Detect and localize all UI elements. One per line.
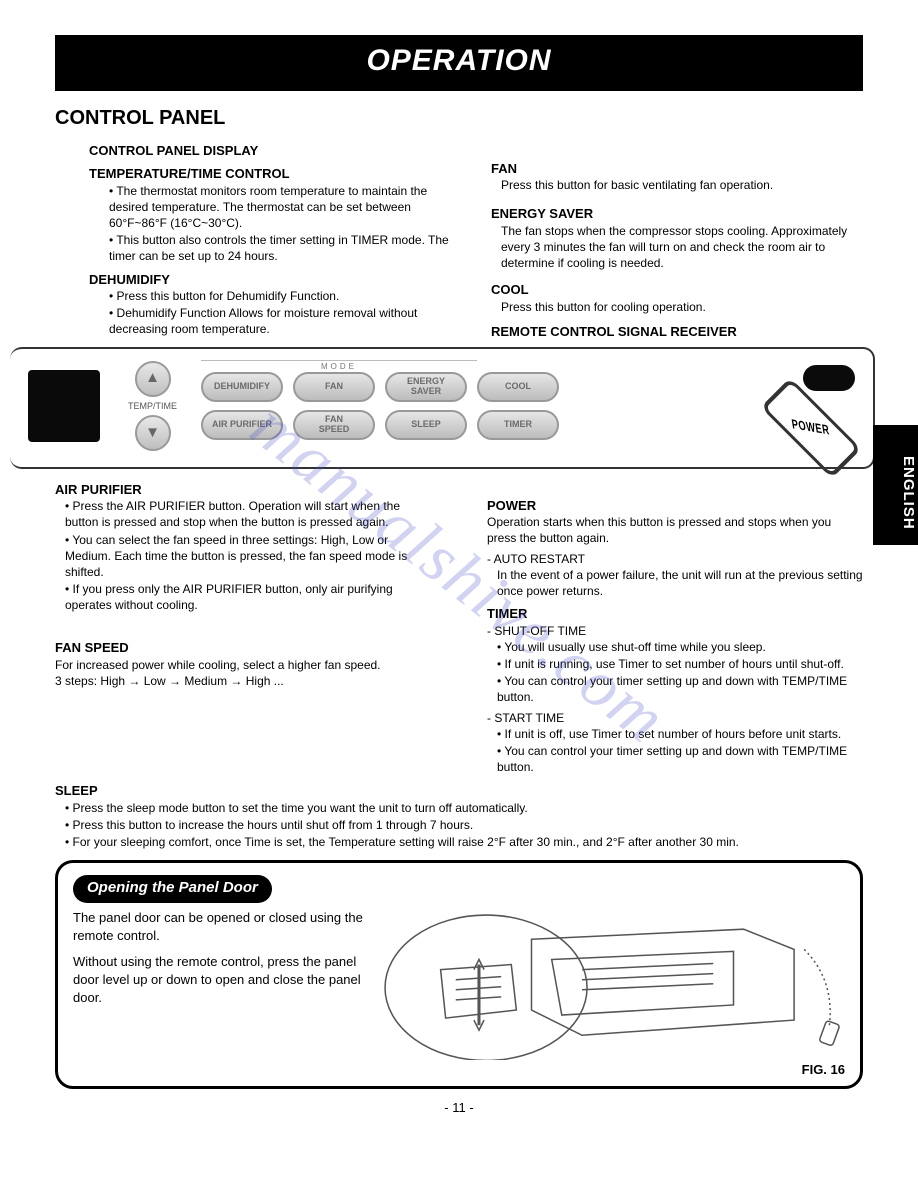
cool-button[interactable]: COOL bbox=[477, 372, 559, 402]
text-dehumidify-allows: Dehumidify Function Allows for moisture … bbox=[109, 305, 461, 337]
text-fan: Press this button for basic ventilating … bbox=[501, 177, 863, 193]
fan-speed-button[interactable]: FAN SPEED bbox=[293, 410, 375, 440]
heading-air-purifier: AIR PURIFIER bbox=[55, 481, 431, 499]
power-button[interactable]: POWER bbox=[761, 377, 862, 478]
dehumidify-button[interactable]: DEHUMIDIFY bbox=[201, 372, 283, 402]
text-cool: Press this button for cooling operation. bbox=[501, 299, 863, 315]
text-auto-restart: In the event of a power failure, the uni… bbox=[497, 567, 863, 599]
heading-remote-receiver: REMOTE CONTROL SIGNAL RECEIVER bbox=[491, 323, 863, 341]
heading-control-panel-display: CONTROL PANEL DISPLAY bbox=[89, 142, 461, 160]
air-purifier-button[interactable]: AIR PURIFIER bbox=[201, 410, 283, 440]
text-shutoff-control: You can control your timer setting up an… bbox=[497, 673, 863, 705]
text-ap-speeds: You can select the fan speed in three se… bbox=[65, 532, 431, 581]
text-door-manual: Without using the remote control, press … bbox=[73, 953, 366, 1008]
sleep-button[interactable]: SLEEP bbox=[385, 410, 467, 440]
temp-time-label: TEMP/TIME bbox=[128, 400, 177, 412]
text-energy-saver: The fan stops when the compressor stops … bbox=[501, 223, 863, 272]
page-number: - 11 - bbox=[55, 1099, 863, 1117]
panel-door-title: Opening the Panel Door bbox=[73, 875, 272, 902]
heading-energy-saver: ENERGY SAVER bbox=[491, 205, 863, 223]
heading-start-time: - START TIME bbox=[487, 710, 863, 726]
text-ap-only: If you press only the AIR PURIFIER butto… bbox=[65, 581, 431, 613]
control-panel-diagram: ▲ TEMP/TIME ▼ MODE DEHUMIDIFY FAN ENERGY… bbox=[10, 347, 875, 469]
text-sleep-comfort: For your sleeping comfort, once Time is … bbox=[65, 834, 863, 850]
panel-door-section: Opening the Panel Door The panel door ca… bbox=[55, 860, 863, 1089]
heading-fan: FAN bbox=[491, 160, 863, 178]
text-sleep-increase: Press this button to increase the hours … bbox=[65, 817, 863, 833]
text-start-control: You can control your timer setting up an… bbox=[497, 743, 863, 775]
heading-timer: TIMER bbox=[487, 605, 863, 623]
text-shutoff-sleep: You will usually use shut-off time while… bbox=[497, 639, 863, 655]
text-ttc-timer: This button also controls the timer sett… bbox=[109, 232, 461, 264]
timer-button[interactable]: TIMER bbox=[477, 410, 559, 440]
heading-dehumidify: DEHUMIDIFY bbox=[89, 271, 461, 289]
page-title-bar: OPERATION bbox=[55, 35, 863, 91]
text-door-remote: The panel door can be opened or closed u… bbox=[73, 909, 366, 945]
section-title: CONTROL PANEL bbox=[55, 105, 863, 132]
energy-saver-button[interactable]: ENERGY SAVER bbox=[385, 372, 467, 402]
unit-sketch-icon bbox=[380, 909, 845, 1061]
text-sleep-set: Press the sleep mode button to set the t… bbox=[65, 800, 863, 816]
mode-label: MODE bbox=[201, 360, 477, 373]
text-fan-speed-steps: 3 steps: High → Low → Medium → High ... bbox=[55, 673, 431, 689]
figure-label: FIG. 16 bbox=[73, 1061, 845, 1079]
heading-auto-restart: - AUTO RESTART bbox=[487, 551, 863, 567]
text-dehumidify-press: Press this button for Dehumidify Functio… bbox=[109, 288, 461, 304]
text-ttc-thermostat: The thermostat monitors room temperature… bbox=[109, 183, 461, 232]
language-tab: ENGLISH bbox=[873, 425, 918, 545]
temp-down-button[interactable]: ▼ bbox=[135, 415, 171, 451]
heading-fan-speed: FAN SPEED bbox=[55, 639, 431, 657]
fan-button[interactable]: FAN bbox=[293, 372, 375, 402]
heading-sleep: SLEEP bbox=[55, 782, 863, 800]
text-ap-press: Press the AIR PURIFIER button. Operation… bbox=[65, 498, 431, 530]
heading-cool: COOL bbox=[491, 281, 863, 299]
panel-door-illustration bbox=[380, 909, 845, 1059]
heading-temp-time-control: TEMPERATURE/TIME CONTROL bbox=[89, 165, 461, 183]
heading-power: POWER bbox=[487, 497, 863, 515]
ir-receiver bbox=[803, 365, 855, 391]
text-power-desc: Operation starts when this button is pre… bbox=[487, 514, 863, 546]
text-start-off: If unit is off, use Timer to set number … bbox=[497, 726, 863, 742]
display-screen bbox=[28, 370, 100, 442]
temp-up-button[interactable]: ▲ bbox=[135, 361, 171, 397]
text-shutoff-running: If unit is running, use Timer to set num… bbox=[497, 656, 863, 672]
text-fan-speed-desc: For increased power while cooling, selec… bbox=[55, 657, 431, 673]
heading-shutoff-time: - SHUT-OFF TIME bbox=[487, 623, 863, 639]
